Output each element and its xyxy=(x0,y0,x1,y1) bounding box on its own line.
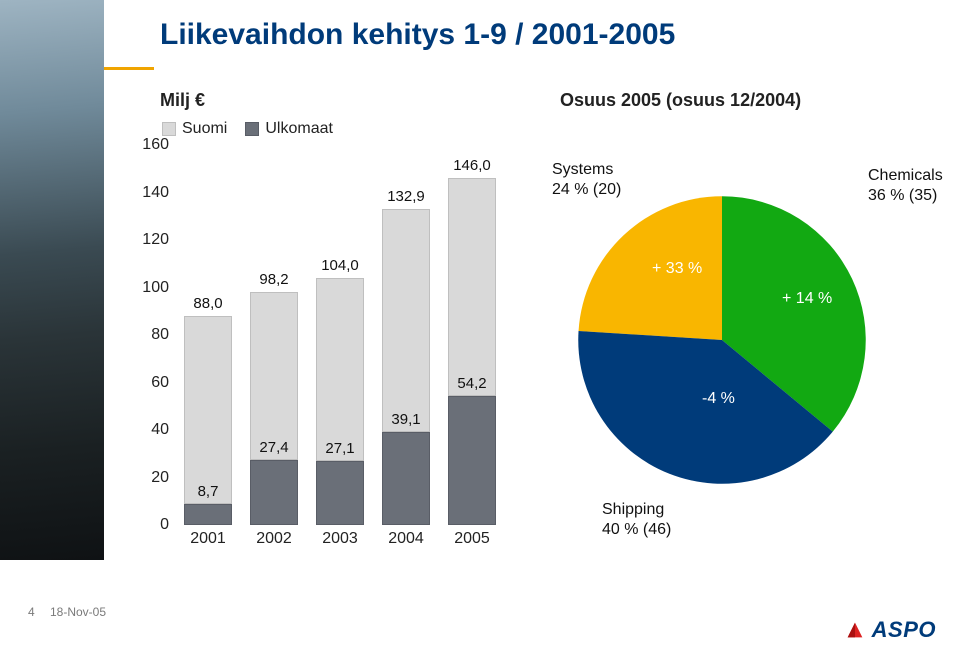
pie-svg xyxy=(572,190,872,490)
subtitle-right: Osuus 2005 (osuus 12/2004) xyxy=(560,90,801,111)
pie-label-chemicals-line2: 36 % (35) xyxy=(868,187,937,204)
bar-value-total: 146,0 xyxy=(448,157,496,174)
bar-ytick: 160 xyxy=(135,136,169,154)
swatch-suomi xyxy=(162,122,176,136)
bar-value-ulkomaat: 54,2 xyxy=(448,375,496,392)
bar-seg-suomi xyxy=(382,209,430,432)
footer: 4 18-Nov-05 ASPO xyxy=(0,607,960,647)
bar-ytick: 40 xyxy=(135,421,169,439)
bar-legend: Suomi Ulkomaat xyxy=(162,120,333,138)
pie-growth-chemicals: + 14 % xyxy=(782,290,832,308)
bar-ytick: 80 xyxy=(135,326,169,344)
legend-item-ulkomaat: Ulkomaat xyxy=(245,120,333,138)
bar-value-total: 88,0 xyxy=(184,295,232,312)
bar-value-ulkomaat: 39,1 xyxy=(382,411,430,428)
pie-label-shipping: Shipping 40 % (46) xyxy=(602,500,671,540)
logo: ASPO xyxy=(844,617,936,643)
bar-chart: 88,0 8,7 98,2 27,4 104,0 27,1 132,9 39,1 146,0 54… xyxy=(135,145,515,560)
bar-seg-suomi xyxy=(184,316,232,504)
bar-seg-suomi xyxy=(448,178,496,396)
bar-value-ulkomaat: 8,7 xyxy=(184,483,232,500)
bar-xlabel: 2001 xyxy=(175,530,241,548)
bar-seg-suomi xyxy=(250,292,298,460)
pie-label-systems: Systems 24 % (20) xyxy=(552,160,621,200)
footer-date: 18-Nov-05 xyxy=(50,605,106,619)
pie-label-shipping-line2: 40 % (46) xyxy=(602,521,671,538)
pie-chart: Systems 24 % (20) Chemicals 36 % (35) Sh… xyxy=(572,160,912,540)
bar-xlabel: 2004 xyxy=(373,530,439,548)
bar-xlabels: 20012002200320042005 xyxy=(175,530,505,548)
pie-label-chemicals-line1: Chemicals xyxy=(868,167,943,184)
bar-value-total: 104,0 xyxy=(316,257,364,274)
bar-value-ulkomaat: 27,1 xyxy=(316,440,364,457)
title-notch xyxy=(104,0,154,70)
legend-label-ulkomaat: Ulkomaat xyxy=(265,120,333,137)
legend-label-suomi: Suomi xyxy=(182,120,227,137)
bar-xlabel: 2003 xyxy=(307,530,373,548)
bar-value-total: 132,9 xyxy=(382,188,430,205)
pie-label-systems-line1: Systems xyxy=(552,161,613,178)
bar-ytick: 100 xyxy=(135,279,169,297)
bar-plot: 88,0 8,7 98,2 27,4 104,0 27,1 132,9 39,1 146,0 54… xyxy=(175,145,505,525)
pie-label-shipping-line1: Shipping xyxy=(602,501,664,518)
bar-seg-suomi xyxy=(316,278,364,461)
logo-icon xyxy=(844,619,866,641)
bar-ytick: 20 xyxy=(135,469,169,487)
pie-growth-systems: + 33 % xyxy=(652,260,702,278)
bar-seg-ulkomaat xyxy=(382,432,430,525)
bar-ytick: 120 xyxy=(135,231,169,249)
logo-text: ASPO xyxy=(872,617,936,643)
pie-label-chemicals: Chemicals 36 % (35) xyxy=(868,166,943,206)
legend-item-suomi: Suomi xyxy=(162,120,227,138)
bar-ytick: 140 xyxy=(135,184,169,202)
bar-seg-ulkomaat xyxy=(250,460,298,525)
swatch-ulkomaat xyxy=(245,122,259,136)
bar-value-total: 98,2 xyxy=(250,271,298,288)
bar-value-ulkomaat: 27,4 xyxy=(250,439,298,456)
title-bar: Liikevaihdon kehitys 1-9 / 2001-2005 xyxy=(154,0,960,70)
bar-seg-ulkomaat xyxy=(448,396,496,525)
bar-seg-ulkomaat xyxy=(316,461,364,525)
subtitle-left: Milj € xyxy=(160,90,205,111)
photo-strip xyxy=(0,0,104,560)
bar-xlabel: 2005 xyxy=(439,530,505,548)
pie-label-systems-line2: 24 % (20) xyxy=(552,181,621,198)
bar-ytick: 0 xyxy=(135,516,169,534)
bar-seg-ulkomaat xyxy=(184,504,232,525)
page-title: Liikevaihdon kehitys 1-9 / 2001-2005 xyxy=(154,18,675,52)
pie-growth-shipping: -4 % xyxy=(702,390,735,408)
bar-ytick: 60 xyxy=(135,374,169,392)
bar-xlabel: 2002 xyxy=(241,530,307,548)
footer-page-number: 4 xyxy=(28,605,35,619)
